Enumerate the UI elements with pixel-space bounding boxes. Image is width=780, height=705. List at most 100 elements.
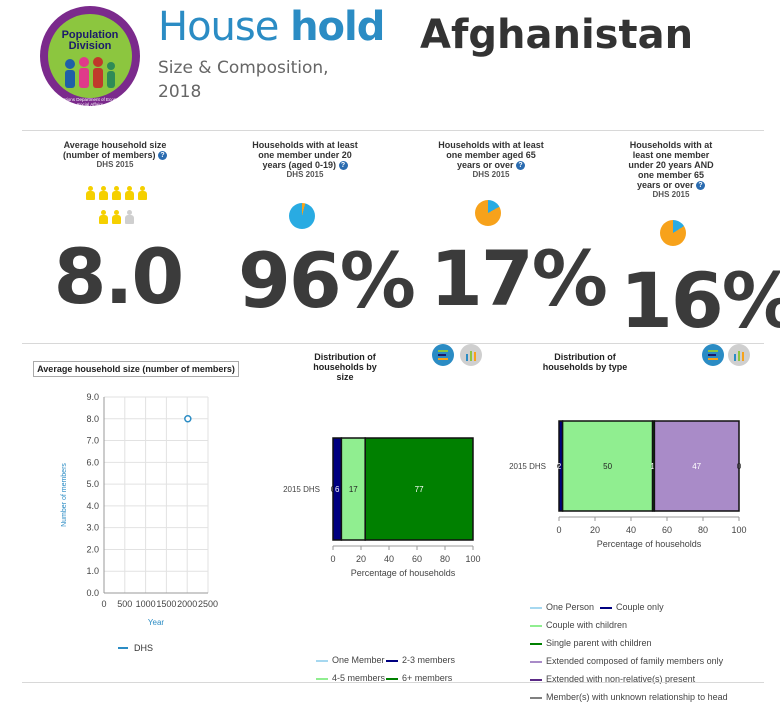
- bar-value-label: 77: [415, 485, 424, 494]
- legend-swatch: [316, 659, 328, 662]
- legend-item[interactable]: Extended composed of family members only: [530, 656, 723, 666]
- legend-label: 4-5 members: [332, 673, 386, 683]
- category-label: 2015 DHS: [283, 485, 320, 494]
- population-division-logo: Population Division United Nations Depar…: [40, 6, 140, 107]
- person-icon-filled: [111, 186, 122, 200]
- y-tick-label: 5.0: [86, 479, 99, 489]
- legend-item[interactable]: 6+ members: [386, 673, 454, 683]
- page-title: House hold: [158, 4, 385, 50]
- bar-view-button[interactable]: [432, 344, 454, 366]
- help-icon[interactable]: ?: [696, 181, 706, 191]
- x-tick-label: 60: [662, 525, 672, 535]
- legend-swatch: [530, 642, 542, 645]
- y-axis-label: Number of members: [61, 463, 68, 527]
- person-icon-empty: [124, 210, 135, 224]
- indicator-both: Households with at least one member unde…: [626, 140, 716, 199]
- y-tick-label: 8.0: [86, 414, 99, 424]
- indicator-source: DHS 2015: [652, 190, 690, 200]
- legend-item[interactable]: Extended with non-relative(s) present: [530, 674, 695, 684]
- legend-swatch: [386, 677, 398, 680]
- y-tick-label: 3.0: [86, 523, 99, 533]
- indicator-source: DHS 2015: [472, 170, 510, 180]
- legend-item[interactable]: 2-3 members: [386, 655, 455, 665]
- title-part2: hold: [290, 4, 385, 50]
- x-tick-label: 20: [356, 554, 366, 564]
- type-legend: One Person Couple only Couple with childre…: [530, 597, 770, 705]
- indicator-65-over: Households with at least one member aged…: [436, 140, 546, 179]
- indicator-value: 16%: [620, 256, 780, 345]
- column-view-button[interactable]: [728, 344, 750, 366]
- legend-label: Couple with children: [546, 620, 628, 630]
- indicator-value: 8.0: [53, 232, 185, 321]
- data-point: [184, 415, 192, 423]
- help-icon[interactable]: ?: [516, 161, 526, 171]
- title-line: Distribution of: [554, 352, 616, 362]
- bar-view-button[interactable]: [702, 344, 724, 366]
- indicator-title: Average household size (number of member…: [62, 140, 167, 160]
- type-chart-title: Distribution of households by type: [540, 352, 630, 372]
- legend-swatch: [316, 677, 328, 680]
- help-icon[interactable]: ?: [338, 161, 348, 171]
- x-tick-label: 20: [590, 525, 600, 535]
- page-subtitle: Size & Composition, 2018: [158, 56, 329, 104]
- legend-item[interactable]: Couple with children: [530, 620, 627, 630]
- bar-value-label: 47: [692, 462, 701, 471]
- legend-swatch: [600, 606, 613, 609]
- pie-under-20: [289, 203, 315, 229]
- legend-item[interactable]: One Member: [316, 655, 385, 665]
- subtitle-line1: Size & Composition,: [158, 58, 329, 78]
- person-icon-filled: [98, 186, 109, 200]
- indicator-source: DHS 2015: [286, 170, 324, 180]
- logo-line1: Population: [61, 29, 119, 41]
- legend-item[interactable]: Couple only: [600, 602, 664, 612]
- logo-ring-text: United Nations Department of Economic an…: [45, 97, 135, 107]
- indicator-under-20: Households with at least one member unde…: [250, 140, 360, 179]
- divider-bottom: [22, 682, 764, 683]
- person-icon-filled: [137, 186, 148, 200]
- person-icon-filled: [124, 186, 135, 200]
- size-chart-title: Distribution of households by size: [300, 352, 390, 382]
- bar-value-label: 1: [650, 462, 655, 471]
- category-label: 2015 DHS: [509, 462, 546, 471]
- legend-item[interactable]: 4-5 members: [316, 673, 386, 683]
- x-tick-label: 2500: [198, 599, 218, 609]
- scatter-chart: 0.0 1.0 2.0 3.0 4.0 5.0 6.0 7.0 8.0 9.0 0 500 1000 15…: [61, 392, 218, 653]
- x-axis-label: Percentage of households: [597, 539, 702, 549]
- x-tick-label: 80: [698, 525, 708, 535]
- indicator-value: 96%: [238, 236, 416, 325]
- indicator-source: DHS 2015: [96, 160, 134, 170]
- y-tick-label: 6.0: [86, 457, 99, 467]
- column-view-button[interactable]: [460, 344, 482, 366]
- indicator-title: Households with at least one member unde…: [252, 140, 358, 170]
- y-tick-label: 1.0: [86, 566, 99, 576]
- subtitle-line2: 2018: [158, 82, 202, 102]
- legend-label: Couple only: [616, 602, 664, 612]
- title-line: size: [336, 372, 354, 382]
- indicator-value: 17%: [430, 234, 608, 323]
- pie-65-over: [475, 200, 501, 226]
- bar-value-label: 17: [349, 485, 358, 494]
- legend-swatch: [530, 660, 542, 663]
- legend-item[interactable]: Member(s) with unknown relationship to h…: [530, 692, 728, 702]
- family-icon: [65, 57, 115, 88]
- bar-value-label: 2: [557, 462, 562, 471]
- legend-label: 6+ members: [402, 673, 453, 683]
- legend-item[interactable]: One Person: [530, 602, 594, 612]
- y-tick-label: 2.0: [86, 544, 99, 554]
- divider-top: [22, 130, 764, 131]
- help-icon[interactable]: ?: [158, 151, 168, 161]
- legend-label: One Person: [546, 602, 595, 612]
- legend-item[interactable]: Single parent with children: [530, 638, 652, 648]
- legend-swatch: [386, 659, 398, 662]
- y-tick-label: 4.0: [86, 501, 99, 511]
- x-tick-label: 60: [412, 554, 422, 564]
- legend-swatch: [530, 678, 542, 681]
- indicator-avg-size: Average household size (number of member…: [60, 140, 170, 169]
- y-tick-label: 7.0: [86, 436, 99, 446]
- pie-both: [660, 220, 686, 246]
- person-icon-filled: [111, 210, 122, 224]
- x-tick-label: 2000: [177, 599, 197, 609]
- legend-label: DHS: [134, 643, 153, 653]
- legend-swatch: [530, 606, 542, 609]
